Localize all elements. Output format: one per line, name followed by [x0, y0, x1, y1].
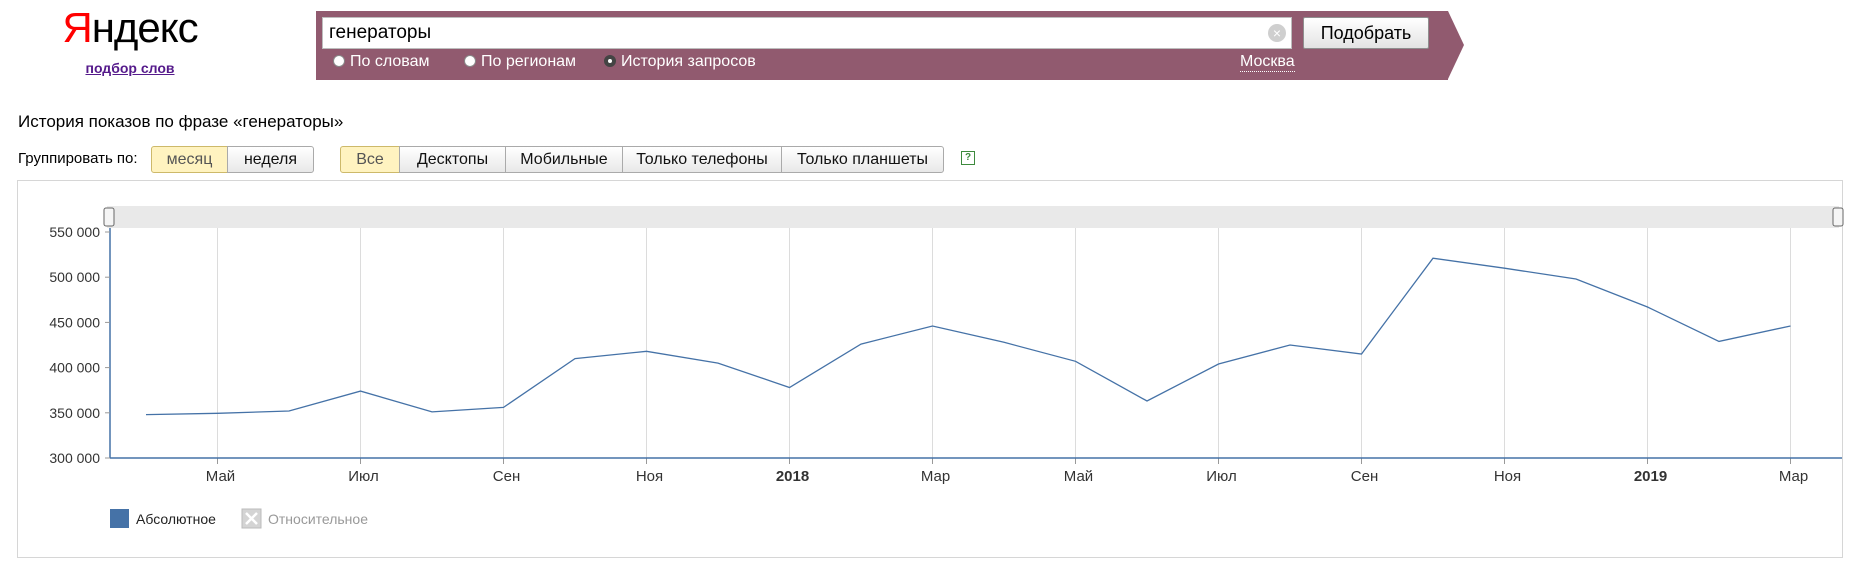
- logo-letter: Я: [62, 4, 92, 51]
- device-mobile-button[interactable]: Мобильные: [505, 146, 623, 173]
- mode-radio-words[interactable]: По словам: [333, 52, 429, 72]
- y-tick-label: 450 000: [49, 314, 100, 330]
- legend-label-absolute[interactable]: Абсолютное: [136, 511, 216, 527]
- y-tick-label: 300 000: [49, 450, 100, 466]
- x-tick-label: Мар: [921, 468, 950, 485]
- device-all-button[interactable]: Все: [340, 146, 400, 173]
- logo-wordmark: Яндекс: [60, 4, 200, 52]
- x-tick-label: 2019: [1634, 468, 1667, 485]
- device-tablets-button[interactable]: Только планшеты: [781, 146, 944, 173]
- y-tick-label: 500 000: [49, 269, 100, 285]
- service-link[interactable]: подбор слов: [85, 60, 175, 76]
- navigator-handle-right[interactable]: [1832, 207, 1844, 227]
- chart-panel: Май Июл Сен Ноя 2018 Мар Май Июл Сен Ноя 2019 Мар 30…: [17, 180, 1844, 558]
- clear-icon[interactable]: ×: [1268, 24, 1286, 42]
- navigator-handle-left[interactable]: [103, 207, 115, 227]
- history-chart: Май Июл Сен Ноя 2018 Мар Май Июл Сен Ноя 2019 Мар 30…: [49, 206, 1844, 529]
- radio-label: По словам: [350, 53, 430, 70]
- x-tick-label: Июл: [1206, 468, 1236, 485]
- x-tick-label: Ноя: [636, 468, 663, 485]
- grouping-switch: месяц неделя: [151, 146, 314, 173]
- group-month-button[interactable]: месяц: [151, 146, 228, 173]
- legend-swatch-absolute[interactable]: [110, 509, 129, 528]
- series-line: [145, 257, 1791, 416]
- group-week-button[interactable]: неделя: [227, 146, 314, 173]
- x-tick-label: Мар: [1779, 468, 1808, 485]
- radio-dot[interactable]: [333, 55, 345, 67]
- device-desktop-button[interactable]: Десктопы: [399, 146, 506, 173]
- navigator-track[interactable]: [107, 206, 1839, 228]
- legend-label-relative[interactable]: Относительное: [268, 511, 368, 527]
- search-band-arrow: [1448, 11, 1464, 79]
- radio-dot[interactable]: [464, 55, 476, 67]
- y-tick-label: 550 000: [49, 224, 100, 240]
- grouping-label: Группировать по:: [18, 150, 138, 167]
- radio-dot-checked[interactable]: [604, 55, 616, 67]
- page-title: История показов по фразе «генераторы»: [18, 112, 344, 131]
- region-link[interactable]: Москва: [1240, 53, 1295, 72]
- radio-label: По регионам: [481, 53, 577, 70]
- mode-radio-regions[interactable]: По регионам: [464, 52, 576, 72]
- y-tick-label: 400 000: [49, 360, 100, 376]
- x-tick-label: Сен: [1351, 468, 1378, 485]
- y-tick-label: 350 000: [49, 405, 100, 421]
- search-input[interactable]: генераторы: [322, 17, 1292, 49]
- logo-rest: ндекс: [91, 4, 199, 51]
- help-icon[interactable]: ?: [961, 151, 975, 165]
- x-tick-label: Май: [206, 468, 235, 485]
- mode-radio-history[interactable]: История запросов: [604, 52, 756, 72]
- x-tick-label: Май: [1064, 468, 1093, 485]
- x-tick-label: 2018: [776, 468, 809, 485]
- submit-button[interactable]: Подобрать: [1303, 17, 1429, 49]
- x-tick-label: Сен: [493, 468, 520, 485]
- x-tick-label: Ноя: [1494, 468, 1521, 485]
- legend-cross-icon: [245, 512, 258, 525]
- device-filter: Все Десктопы Мобильные Только телефоны Т…: [340, 146, 944, 173]
- yandex-logo[interactable]: Яндекс подбор слов: [60, 4, 200, 76]
- x-tick-label: Июл: [348, 468, 378, 485]
- device-phones-button[interactable]: Только телефоны: [622, 146, 782, 173]
- radio-label: История запросов: [621, 53, 756, 70]
